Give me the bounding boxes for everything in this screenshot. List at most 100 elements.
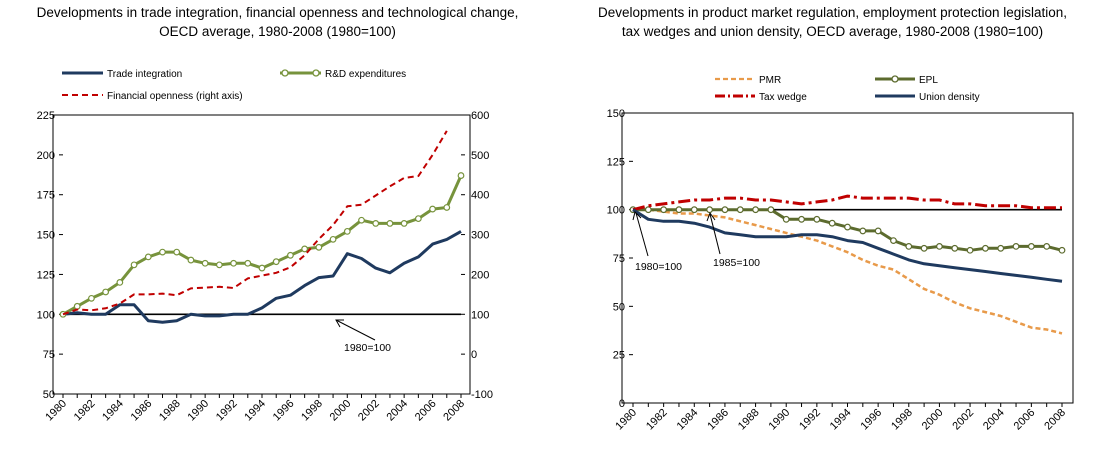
data-point	[201, 259, 209, 267]
y2-tick-label: 0	[471, 349, 477, 361]
x-tick-label: 1998	[889, 407, 915, 433]
x-tick-label: 1990	[767, 407, 793, 433]
x-tick-label: 2002	[356, 398, 382, 424]
data-point	[644, 206, 652, 214]
y-tick-label: 50	[43, 389, 55, 401]
data-point	[736, 206, 744, 214]
x-tick-label: 1986	[129, 398, 155, 424]
plot-area-left	[52, 114, 471, 395]
x-tick-label: 2006	[1012, 407, 1038, 433]
annotations-right: 1980=100 1985=100	[632, 211, 760, 273]
data-point	[400, 220, 408, 227]
data-point	[187, 256, 195, 264]
x-tick-label: 2006	[413, 398, 439, 424]
x-tick-label: 1992	[797, 407, 823, 433]
series-line-r-d-expenditures	[62, 174, 463, 316]
chart-title-left-line1: Developments in trade integration, finan…	[36, 5, 519, 20]
data-point	[1043, 242, 1051, 250]
y-tick-label: 150	[607, 108, 625, 120]
legend-marker-rd-b	[312, 69, 320, 77]
data-point	[997, 244, 1005, 252]
data-point	[386, 220, 394, 227]
y-axis-right-ticks: -100 0 100 200 300 400 500 600	[461, 110, 493, 401]
y-axis-right-panel-ticks: 0 25 50 75 100 125 150	[607, 108, 633, 410]
y-tick-label: 200	[37, 150, 55, 162]
data-point	[343, 227, 351, 235]
series-line-trade-integration	[62, 230, 462, 324]
data-point	[936, 242, 943, 250]
data-point	[230, 259, 237, 267]
y2-tick-label: 300	[471, 230, 489, 242]
series-line-pmr	[633, 208, 1063, 335]
series-line-union-density	[632, 208, 1063, 283]
y-axis-left-ticks: 50 75 100 125 150 175 200 225	[37, 110, 63, 401]
data-point	[828, 219, 836, 227]
legend-left: Trade integration R&D expenditures Finan…	[62, 69, 406, 102]
data-point	[272, 258, 280, 266]
data-point	[301, 245, 309, 253]
data-point	[372, 220, 380, 227]
x-tick-label: 1996	[858, 407, 884, 433]
annotation-text-1980: 1980=100	[635, 261, 682, 273]
data-point	[813, 215, 821, 223]
chart-right-svg: PMR EPL Tax wedge Union density 0 25 50 75 1…	[607, 75, 1074, 432]
data-point	[890, 237, 897, 245]
data-point	[675, 206, 683, 214]
data-point	[920, 244, 928, 252]
x-axis-ticks-left: 1980 1982 1984 1986 1988 1990 1992 1994 1996 1998…	[43, 394, 467, 423]
x-tick-label: 1980	[613, 407, 639, 433]
data-point	[859, 227, 867, 235]
y2-tick-label: 400	[471, 190, 489, 202]
data-point	[116, 279, 124, 286]
x-tick-label: 1996	[271, 398, 297, 424]
y-tick-label: 0	[619, 398, 625, 410]
y-tick-label: 100	[607, 205, 625, 217]
chart-title-right: Developments in product market regulatio…	[555, 3, 1110, 41]
legend-label-taxwedge: Tax wedge	[759, 92, 807, 103]
data-point	[951, 244, 959, 252]
plot-area-right	[621, 112, 1074, 404]
data-point	[173, 248, 181, 256]
x-tick-label: 1994	[242, 398, 268, 424]
data-point	[73, 302, 81, 310]
series-line-financial-openness-right-axis	[62, 130, 448, 316]
data-point	[752, 206, 759, 214]
y2-tick-label: 200	[471, 269, 489, 281]
series-left	[59, 130, 465, 324]
annotation-arrow-1985	[709, 213, 721, 255]
y2-tick-label: -100	[471, 389, 493, 401]
annotation-text-left: 1980=100	[344, 342, 391, 354]
data-point	[244, 259, 252, 267]
chart-title-right-line2: tax wedges and union density, OECD avera…	[621, 24, 1044, 39]
x-tick-label: 1988	[736, 407, 762, 433]
y-tick-label: 50	[613, 301, 625, 313]
y2-tick-label: 500	[471, 150, 489, 162]
series-right	[629, 194, 1066, 335]
annotation-text-1985: 1985=100	[713, 257, 760, 269]
data-point	[102, 288, 110, 296]
chart-title-right-line1: Developments in product market regulatio…	[598, 5, 1067, 20]
data-point	[966, 246, 974, 254]
legend-label-union: Union density	[919, 92, 980, 103]
chart-title-left-line2: OECD average, 1980-2008 (1980=100)	[159, 24, 396, 39]
x-tick-label: 2004	[981, 407, 1007, 433]
data-point	[287, 251, 294, 259]
x-tick-label: 1998	[299, 398, 325, 424]
x-tick-label: 1994	[828, 407, 854, 433]
x-tick-label: 1984	[100, 398, 126, 424]
x-tick-label: 2004	[384, 398, 410, 424]
chart-panel-left: Developments in trade integration, finan…	[36, 5, 519, 423]
legend-label-fin: Financial openness (right axis)	[107, 91, 243, 102]
data-point	[144, 253, 152, 261]
x-axis-ticks-right: 1980 1982 1984 1986 1988 1990 1992 1994 1996 1998…	[613, 403, 1068, 432]
x-tick-label: 1982	[72, 398, 98, 424]
legend-label-epl: EPL	[919, 75, 938, 86]
y-tick-label: 125	[607, 156, 625, 168]
data-point	[981, 244, 989, 252]
data-point	[315, 243, 323, 251]
data-point	[767, 206, 775, 214]
data-point	[429, 205, 436, 213]
annotation-arrow-left	[335, 319, 376, 341]
data-point	[443, 204, 451, 211]
data-point	[258, 264, 266, 272]
